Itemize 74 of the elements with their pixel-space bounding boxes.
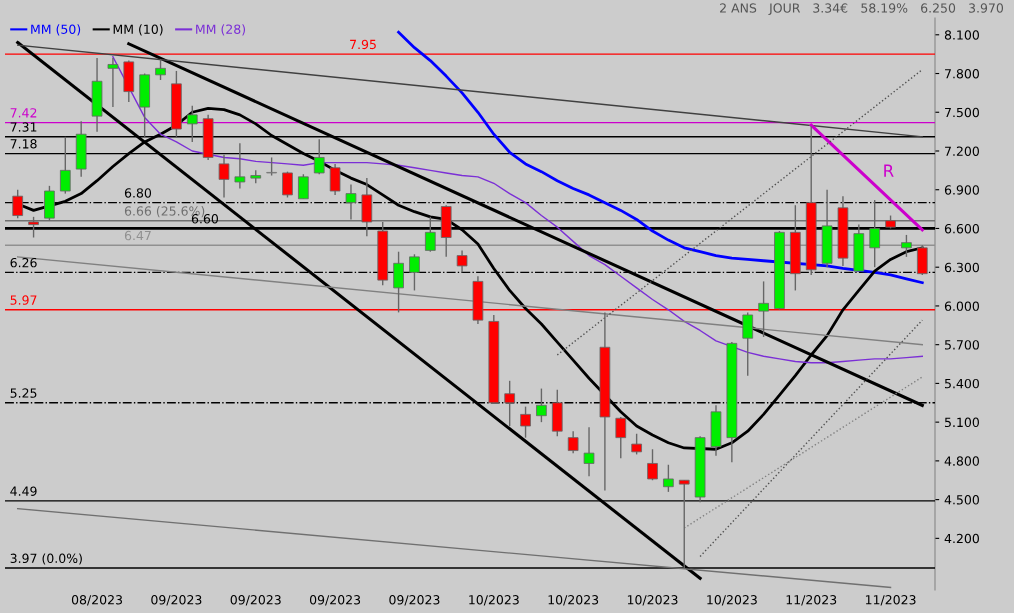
candlestick [520, 405, 531, 439]
candlestick [329, 163, 341, 196]
x-tick-label: 09/2023 [151, 595, 202, 606]
y-tick-label: 5.700 [944, 340, 979, 350]
text: 3.970 [969, 3, 1004, 13]
y-tick-label: 8.100 [944, 30, 979, 40]
candlestick [59, 136, 71, 195]
candlestick [266, 156, 277, 177]
ref-line-label: 5.97 [10, 295, 37, 305]
candlestick [456, 249, 468, 274]
text: 6.250 [921, 3, 956, 13]
candlestick [663, 464, 674, 493]
x-tick-label: 09/2023 [230, 595, 281, 606]
y-tick-label: 7.500 [945, 107, 979, 118]
candlestick [631, 433, 642, 456]
x-tick-label: 09/2023 [389, 595, 440, 606]
y-tick-label: 6.900 [944, 185, 979, 195]
x-tick-label: 09/2023 [309, 595, 361, 606]
ref-line-label: 6.80 [124, 188, 152, 198]
candlestick [567, 430, 579, 454]
candlestick [12, 189, 24, 219]
line-series [397, 30, 924, 285]
candlestick [107, 57, 119, 108]
y-tick-label: 4.200 [944, 533, 979, 544]
ref-line-label: 5.25 [10, 388, 37, 398]
candlestick [758, 280, 769, 338]
candlestick [615, 416, 627, 459]
legend-label: MM (50) [31, 24, 81, 36]
legend-label: MM (10) [113, 24, 163, 36]
text: JOUR [768, 3, 801, 16]
candlestick [409, 253, 420, 292]
x-tick-label: 11/2023 [865, 595, 916, 606]
y-tick-label: 7.800 [945, 68, 979, 79]
ref-line-label: 4.49 [10, 486, 37, 496]
candlestick [218, 154, 230, 199]
candlestick [186, 105, 198, 143]
y-tick-label: 4.800 [944, 456, 979, 466]
series-label: R [884, 164, 894, 177]
candlestick [742, 311, 754, 377]
candlestick [504, 380, 516, 427]
text: 2 ANS [720, 3, 757, 13]
y-tick-label: 5.100 [944, 417, 979, 428]
text: 3.34€ [813, 3, 848, 13]
candlestick [583, 426, 595, 478]
candlestick [298, 173, 309, 200]
candlestick [536, 387, 547, 423]
y-tick-label: 7.200 [945, 146, 979, 156]
candlestick [155, 58, 166, 81]
ref-line-label: 6.47 [124, 230, 151, 241]
ref-line-label: 6.26 [10, 257, 37, 268]
y-tick-label: 6.300 [944, 262, 979, 273]
y-tick-label: 4.500 [944, 495, 979, 505]
ref-line-label: 7.95 [350, 39, 376, 50]
x-tick-label: 10/2023 [707, 595, 757, 606]
candlestick [647, 448, 658, 481]
y-tick-label: 5.400 [944, 378, 979, 389]
ref-line-label: 7.31 [10, 122, 37, 132]
candlestick [234, 142, 246, 190]
text: 58.19% [861, 3, 908, 13]
ref-line-label: 3.97 (0.0%) [10, 553, 82, 565]
line-series [112, 56, 923, 364]
y-tick-label: 6.000 [944, 301, 979, 311]
candlestick [282, 170, 293, 199]
y-tick-label: 6.600 [944, 223, 979, 234]
x-tick-label: 11/2023 [786, 595, 837, 606]
x-tick-label: 10/2023 [548, 595, 599, 606]
ref-line-label: 7.18 [10, 139, 37, 149]
legend-label: MM (28) [196, 24, 246, 36]
candlestick [901, 234, 912, 258]
x-tick-label: 10/2023 [469, 595, 519, 606]
x-tick-label: 08/2023 [71, 595, 123, 606]
ref-line-label: 7.42 [10, 108, 37, 118]
x-tick-label: 10/2023 [627, 595, 678, 606]
candlestick [313, 138, 325, 175]
